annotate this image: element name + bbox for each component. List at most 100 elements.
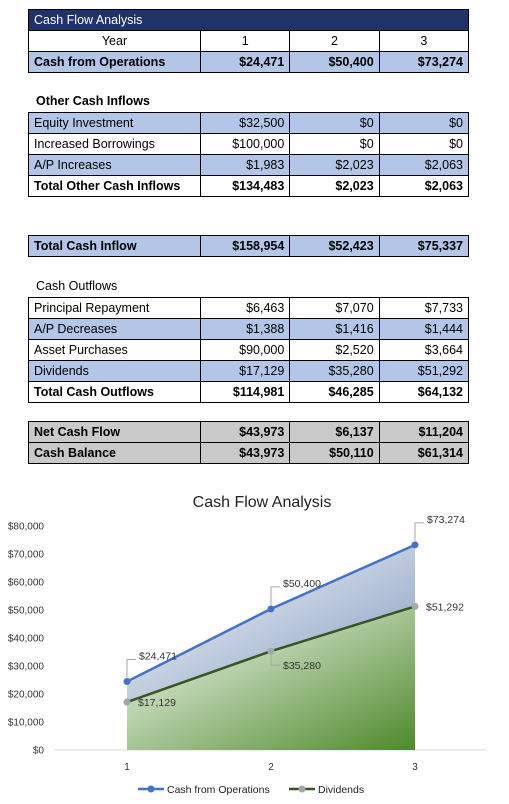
plot-area: $0 $10,000 $20,000 $30,000 $40,000 $50,000 $60… — [8, 514, 487, 773]
value-cell: $1,444 — [378, 318, 469, 340]
y-tick-label: $20,000 — [8, 690, 45, 701]
cash-ops-point — [411, 541, 419, 549]
total-outflows-row: Total Cash Outflows $114,981 $46,285 $64… — [28, 381, 469, 403]
total-other-inflows-row: Total Other Cash Inflows $134,483 $2,023… — [28, 175, 469, 197]
table-row: Equity Investment $32,500 $0 $0 — [28, 112, 469, 134]
outflows-table: Principal Repayment $6,463 $7,070 $7,733… — [28, 297, 469, 403]
data-label-leader — [414, 522, 424, 541]
value-cell: $7,733 — [378, 297, 469, 319]
value-cell: $75,337 — [378, 235, 469, 257]
value-cell: $52,423 — [289, 235, 380, 257]
value-cell: $6,137 — [289, 421, 380, 443]
value-cell: $1,416 — [289, 318, 380, 340]
cash-ops-data-label: $73,274 — [427, 514, 465, 526]
y-tick-label: $60,000 — [8, 578, 45, 589]
value-cell: $1,983 — [199, 154, 291, 176]
cash-ops-area — [127, 544, 415, 703]
value-cell: $50,110 — [289, 442, 380, 464]
cash-balance-row: Cash Balance $43,973 $50,110 $61,314 — [28, 442, 469, 464]
legend-label: Dividends — [318, 784, 364, 796]
dividends-data-label: $35,280 — [283, 660, 321, 672]
data-label-leader — [270, 655, 280, 666]
value-cell: $64,132 — [378, 381, 469, 403]
row-label: Net Cash Flow — [28, 421, 201, 443]
net-cash-flow-row: Net Cash Flow $43,973 $6,137 $11,204 — [28, 421, 469, 443]
table-title-row: Cash Flow Analysis — [28, 9, 469, 31]
y-tick-label: $50,000 — [8, 606, 45, 617]
value-cell: $0 — [289, 133, 380, 155]
chart-title: Cash Flow Analysis — [193, 494, 332, 511]
y-tick-label: $10,000 — [8, 718, 45, 729]
value-cell: $90,000 — [199, 339, 291, 361]
y-tick-label: $40,000 — [8, 634, 45, 645]
value-cell: $3,664 — [378, 339, 469, 361]
dividends-point — [267, 647, 275, 655]
summary-table: Net Cash Flow $43,973 $6,137 $11,204 Cas… — [28, 421, 469, 464]
row-label: Total Other Cash Inflows — [28, 175, 201, 197]
y-tick-label: $80,000 — [8, 522, 45, 533]
other-inflows-title: Other Cash Inflows — [36, 94, 150, 108]
row-label: Asset Purchases — [28, 339, 201, 361]
table-title: Cash Flow Analysis — [28, 9, 469, 31]
value-cell: $7,070 — [289, 297, 380, 319]
cash-flow-chart: Cash Flow Analysis $0 $10,000 $20,000 $30,0… — [8, 494, 487, 796]
value-cell: $11,204 — [378, 421, 469, 443]
row-label: Principal Repayment — [28, 297, 201, 319]
year-cell: 2 — [289, 30, 380, 52]
value-cell: $0 — [378, 112, 469, 134]
year-label: Year — [28, 30, 201, 52]
legend-marker — [147, 785, 155, 793]
value-cell: $43,973 — [199, 442, 291, 464]
outflows-title: Cash Outflows — [36, 279, 118, 293]
value-cell: $73,274 — [378, 51, 469, 73]
legend-marker — [298, 785, 306, 793]
row-label: Cash Balance — [28, 442, 201, 464]
x-tick-label: 1 — [124, 762, 130, 773]
y-tick-label: $30,000 — [8, 662, 45, 673]
value-cell: $2,023 — [289, 175, 380, 197]
row-label: A/P Increases — [28, 154, 201, 176]
table-row: Principal Repayment $6,463 $7,070 $7,733 — [28, 297, 469, 319]
row-label: Total Cash Inflow — [28, 235, 201, 257]
data-label-leader — [270, 586, 280, 605]
cash-from-operations-row: Cash from Operations $24,471 $50,400 $73… — [28, 51, 469, 73]
y-tick-label: $70,000 — [8, 550, 45, 561]
x-tick-label: 3 — [412, 762, 418, 773]
table-row: Dividends $17,129 $35,280 $51,292 — [28, 360, 469, 382]
year-cell: 3 — [378, 30, 469, 52]
value-cell: $6,463 — [199, 297, 291, 319]
legend-label: Cash from Operations — [167, 784, 270, 796]
cash-ops-data-label: $50,400 — [283, 578, 321, 590]
value-cell: $2,023 — [289, 154, 380, 176]
table-row: Increased Borrowings $100,000 $0 $0 — [28, 133, 469, 155]
cash-ops-point — [267, 605, 275, 613]
value-cell: $2,063 — [378, 154, 469, 176]
value-cell: $0 — [378, 133, 469, 155]
x-tick-label: 2 — [268, 762, 274, 773]
value-cell: $32,500 — [199, 112, 291, 134]
chart-legend: Cash from Operations Dividends — [138, 784, 364, 796]
dividends-point — [123, 698, 131, 706]
value-cell: $0 — [289, 112, 380, 134]
row-label: A/P Decreases — [28, 318, 201, 340]
dividends-data-label: $17,129 — [138, 697, 176, 709]
value-cell: $2,063 — [378, 175, 469, 197]
total-cash-inflow-table: Total Cash Inflow $158,954 $52,423 $75,3… — [28, 235, 469, 257]
value-cell: $51,292 — [378, 360, 469, 382]
value-cell: $61,314 — [378, 442, 469, 464]
table-row: A/P Increases $1,983 $2,023 $2,063 — [28, 154, 469, 176]
year-cell: 1 — [199, 30, 291, 52]
value-cell: $1,388 — [199, 318, 291, 340]
total-cash-inflow-row: Total Cash Inflow $158,954 $52,423 $75,3… — [28, 235, 469, 257]
cash-ops-data-label: $24,471 — [139, 650, 177, 662]
data-label-leader — [126, 658, 136, 678]
value-cell: $134,483 — [199, 175, 291, 197]
dividends-point — [411, 602, 419, 610]
row-label: Increased Borrowings — [28, 133, 201, 155]
row-label: Equity Investment — [28, 112, 201, 134]
other-inflows-table: Equity Investment $32,500 $0 $0 Increase… — [28, 112, 469, 197]
row-label: Cash from Operations — [28, 51, 201, 73]
value-cell: $43,973 — [199, 421, 291, 443]
value-cell: $24,471 — [199, 51, 291, 73]
value-cell: $2,520 — [289, 339, 380, 361]
